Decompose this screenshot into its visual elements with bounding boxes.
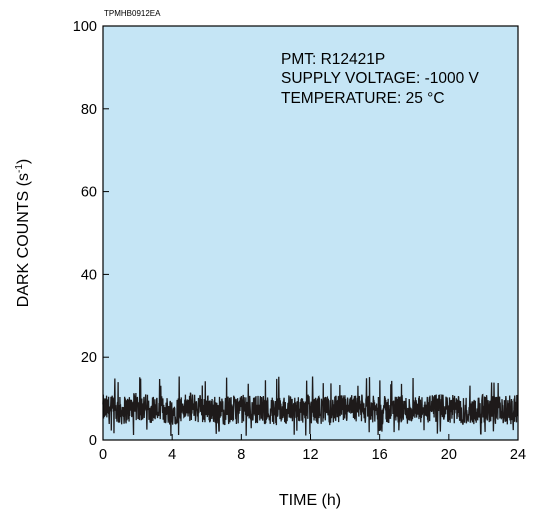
- y-tick-label: 0: [89, 433, 97, 449]
- y-axis-label-main: DARK COUNTS (s: [15, 173, 32, 307]
- y-tick-label: 40: [81, 267, 97, 283]
- x-tick-label: 12: [302, 447, 318, 463]
- x-tick-label: 8: [237, 447, 245, 463]
- x-tick-label: 16: [372, 447, 388, 463]
- annotation-pmt: PMT: R12421P: [281, 51, 385, 68]
- y-tick-label: 60: [81, 185, 97, 201]
- plot-area: [103, 26, 518, 440]
- x-axis-label: TIME (h): [279, 492, 341, 509]
- x-tick-label: 24: [510, 447, 526, 463]
- annotation-temperature: TEMPERATURE: 25 °C: [281, 90, 445, 107]
- x-tick-label: 20: [441, 447, 457, 463]
- y-axis-label-close: ): [15, 159, 32, 164]
- y-tick-label: 80: [81, 102, 97, 118]
- figure-code: TPMHB0912EA: [104, 9, 161, 18]
- dark-counts-trace: [102, 376, 519, 436]
- y-axis-label-superscript: -1: [14, 164, 25, 173]
- y-axis-ticks: 0 20 40 60 80 100: [73, 19, 109, 449]
- x-axis-ticks: 0 4 8 12 16 20 24: [99, 434, 526, 463]
- data-series: [102, 376, 519, 436]
- y-tick-label: 20: [81, 350, 97, 366]
- annotation-supply-voltage: SUPPLY VOLTAGE: -1000 V: [281, 70, 480, 87]
- y-axis-label: DARK COUNTS (s-1): [14, 159, 32, 307]
- x-tick-label: 0: [99, 447, 107, 463]
- y-tick-label: 100: [73, 19, 97, 35]
- x-tick-label: 4: [168, 447, 176, 463]
